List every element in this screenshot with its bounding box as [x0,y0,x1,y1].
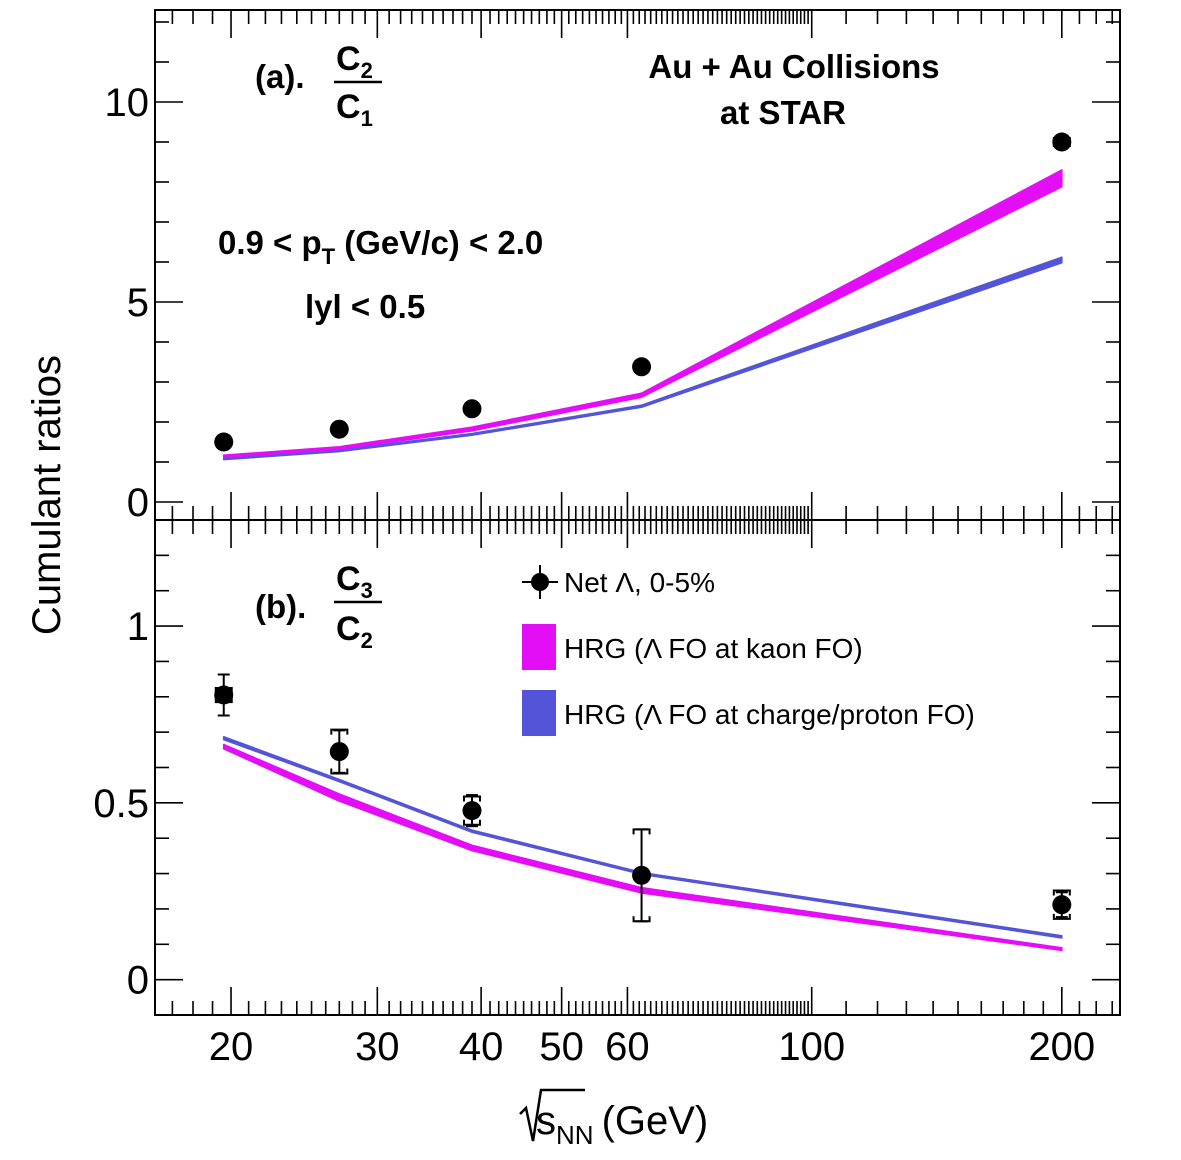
panel-a-data-point [632,357,652,377]
x-tick-label: 20 [209,1025,254,1069]
legend-label-hrg-kaon: HRG (Λ FO at kaon FO) [564,633,863,664]
legend-entry-data: Net Λ, 0-5% [522,565,715,599]
sys-error-bracket [632,828,651,835]
legend-swatch-hrg-kaon [522,624,556,670]
marker [1052,895,1072,915]
panel-b-data-point [329,728,349,775]
panel-a-data-point [462,399,482,419]
panel-b-label: (b). C3 C2 [255,560,382,653]
panel-b-hrg-proton-band [222,735,1063,939]
experiment-line2: at STAR [720,94,846,131]
legend: Net Λ, 0-5% HRG (Λ FO at kaon FO) HRG (Λ… [522,565,975,736]
panel-b-prefix: (b). [255,588,306,625]
legend-entry-hrg-kaon: HRG (Λ FO at kaon FO) [522,624,863,670]
sys-error-bracket [1052,889,1071,896]
panel-a-prefix: (a). [255,58,305,95]
x-axis-title: sNN (GeV) [519,1088,708,1150]
panel-a-hrg-kaon-band [222,169,1063,459]
panel-b-y-tick-label: 1 [127,605,149,649]
panel-a-denominator: C1 [336,88,373,131]
legend-swatch-hrg-proton [522,690,556,736]
panel-a-numerator: C2 [336,40,373,83]
rapidity-label: lyl < 0.5 [305,288,425,325]
x-tick-label: 60 [605,1025,650,1069]
legend-marker-data [531,573,549,591]
x-tick-label: 200 [1028,1025,1095,1069]
panel-b-y-tick-label: 0 [127,959,149,1003]
panel-b-y-tick-label: 0.5 [93,782,149,826]
x-axis-title-sub: NN [556,1120,594,1150]
sys-error-bracket [632,916,651,923]
panel-b-data-point [1052,889,1072,920]
marker [632,865,652,885]
x-tick-label: 40 [459,1025,504,1069]
marker [329,742,349,762]
hrg-bands [222,169,1063,952]
x-tick-label: 100 [778,1025,845,1069]
marker [214,685,234,705]
marker [1052,132,1072,152]
panel-a-hrg-proton-band [222,256,1063,461]
panel-a-label: (a). C2 C1 [255,40,382,131]
sys-error-bracket [330,728,349,735]
panel-b-hrg-kaon-band [222,743,1063,952]
panel-a-data-point [329,419,349,439]
marker [462,801,482,821]
axis-ticks [155,10,1120,1016]
experiment-line1: Au + Au Collisions [648,48,939,85]
panel-b-denominator: C2 [336,610,373,653]
y-axis-title: Cumulant ratios [25,355,69,635]
x-tick-label: 50 [539,1025,584,1069]
panel-a-y-tick-label: 5 [127,281,149,325]
panel-a-data-point [1052,132,1072,152]
marker [214,432,234,452]
legend-label-data: Net Λ, 0-5% [564,567,715,598]
sys-error-bracket [462,795,481,802]
x-axis-title-s: s [536,1099,556,1143]
legend-label-hrg-proton: HRG (Λ FO at charge/proton FO) [564,699,975,730]
data-points [214,132,1072,923]
x-axis-title-unit: (GeV) [602,1099,709,1143]
panel-b-data-point [632,828,652,923]
x-tick-label: 30 [355,1025,400,1069]
panel-a-y-tick-label: 10 [105,81,150,125]
marker [462,399,482,419]
panel-b-data-point [462,794,482,828]
panel-b-numerator: C3 [336,560,373,603]
svg-text:sNN(GeV): sNN (GeV) [536,1099,708,1150]
sys-error-bracket [330,768,349,775]
marker [632,357,652,377]
panel-b-data-point [214,673,234,717]
marker [329,419,349,439]
sqrt-symbol [519,1088,585,1142]
panel-a-data-point [214,432,234,452]
panel-frames [154,9,1121,1016]
sys-error-bracket [462,819,481,826]
pt-range-label: 0.9 < pT (GeV/c) < 2.0 [218,224,543,269]
legend-entry-hrg-proton: HRG (Λ FO at charge/proton FO) [522,690,975,736]
panel-a-y-tick-label: 0 [127,481,149,525]
sys-error-bracket [1052,913,1071,920]
